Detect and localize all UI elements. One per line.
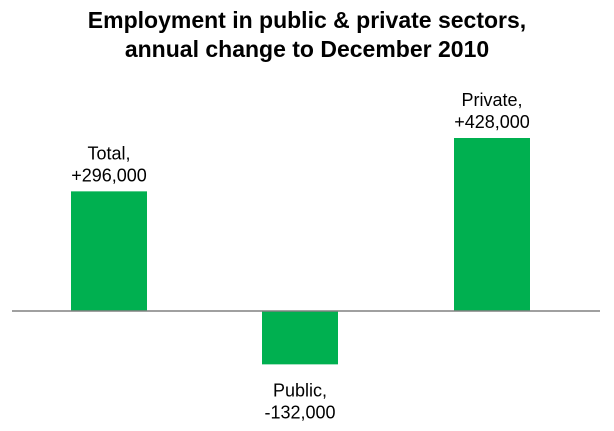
chart-title-line-1: Employment in public & private sectors,: [87, 7, 527, 33]
chart-title: Employment in public & private sectors, …: [0, 6, 614, 64]
value-label-public: -132,000: [264, 402, 335, 422]
bar-private: [454, 138, 530, 311]
bars-group: [71, 138, 530, 365]
category-label-public: Public,: [273, 380, 327, 400]
chart-title-line-2: annual change to December 2010: [124, 36, 490, 62]
value-label-total: +296,000: [71, 165, 147, 185]
value-label-private: +428,000: [454, 112, 530, 132]
bar-public: [262, 311, 338, 365]
labels-group: Total,+296,000 Public,-132,000 Private,+42…: [71, 90, 530, 422]
category-label-total: Total,: [87, 143, 130, 163]
bar-total: [71, 191, 147, 311]
category-label-private: Private,: [461, 90, 522, 110]
